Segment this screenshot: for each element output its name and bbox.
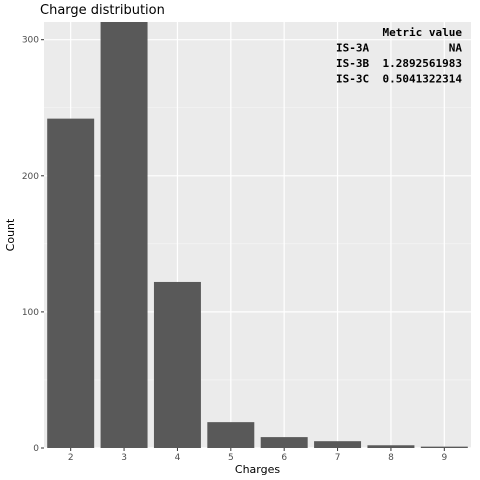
x-tick-label: 7 bbox=[335, 453, 341, 463]
x-tick-label: 9 bbox=[441, 453, 447, 463]
bar-charge-8 bbox=[367, 445, 415, 448]
y-tick-label: 0 bbox=[33, 444, 39, 454]
chart-title: Charge distribution bbox=[40, 3, 165, 18]
y-axis-ticks: 0 100 200 300 bbox=[22, 36, 44, 454]
bar-charge-7 bbox=[314, 441, 362, 448]
x-axis-title: Charges bbox=[235, 463, 280, 476]
bars bbox=[47, 22, 468, 448]
x-tick-label: 5 bbox=[228, 453, 234, 463]
y-tick-label: 300 bbox=[22, 36, 39, 46]
metric-value: 1.2892561983 bbox=[383, 57, 462, 70]
metric-value: 0.5041322314 bbox=[383, 73, 463, 86]
bar-charge-5 bbox=[207, 422, 255, 448]
bar-charge-3 bbox=[100, 22, 148, 448]
y-tick-label: 200 bbox=[22, 172, 39, 182]
bar-charge-6 bbox=[260, 437, 308, 448]
metric-table-header: Metric value bbox=[383, 26, 463, 39]
bar-charge-9 bbox=[420, 446, 468, 448]
metric-annotation-table: Metric value IS-3A NA IS-3B 1.2892561983 IS-3… bbox=[336, 26, 462, 86]
x-tick-label: 6 bbox=[281, 453, 287, 463]
bar-charge-4 bbox=[153, 281, 201, 448]
y-tick-label: 100 bbox=[22, 308, 39, 318]
x-tick-label: 8 bbox=[388, 453, 394, 463]
x-tick-label: 2 bbox=[68, 453, 74, 463]
x-axis-ticks: 2 3 4 5 6 7 8 9 bbox=[68, 448, 447, 463]
y-axis-title: Count bbox=[4, 218, 17, 251]
bar-charge-2 bbox=[47, 118, 95, 448]
x-tick-label: 3 bbox=[121, 453, 127, 463]
metric-value: NA bbox=[449, 42, 463, 55]
metric-name: IS-3B bbox=[336, 57, 369, 70]
x-tick-label: 4 bbox=[175, 453, 181, 463]
metric-name: IS-3A bbox=[336, 42, 369, 55]
metric-name: IS-3C bbox=[336, 73, 369, 86]
